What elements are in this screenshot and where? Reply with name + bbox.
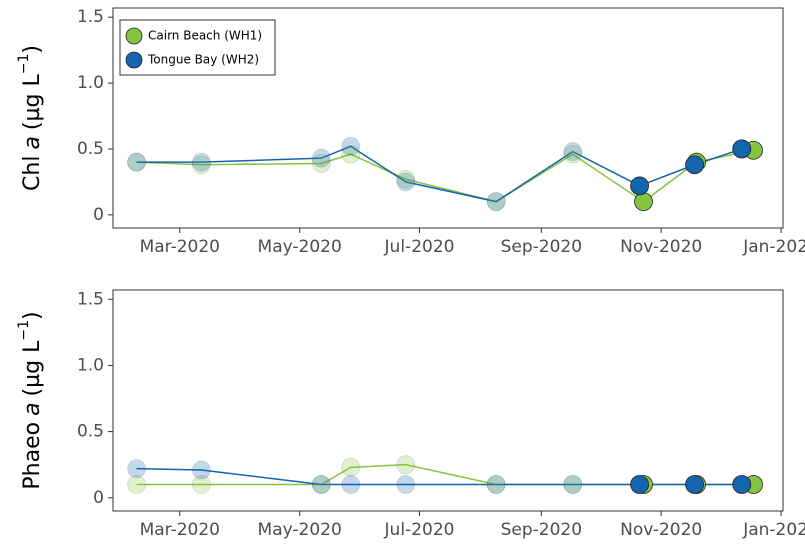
y-tick-label: 1.5 [77, 7, 104, 27]
x-tick-label: Nov-2020 [620, 237, 702, 257]
y-axis-label: Chl a (µg L−1) [16, 45, 45, 191]
label-text: Chl [20, 156, 45, 191]
data-point [732, 475, 752, 494]
x-tick-label: May-2020 [258, 237, 342, 257]
legend-marker [125, 27, 143, 45]
data-point [127, 459, 146, 479]
label-italic: a [20, 136, 45, 149]
y-tick-label: 1.0 [77, 73, 104, 93]
data-point [127, 475, 146, 494]
data-point [563, 144, 583, 164]
series-line [136, 145, 742, 203]
data-point [732, 139, 752, 159]
data-point [396, 169, 416, 189]
x-tick-label: Jan-2021 [742, 520, 805, 540]
x-tick-label: Jul-2020 [384, 237, 455, 257]
data-point [630, 176, 649, 196]
x-tick-label: Sep-2020 [501, 237, 582, 257]
label-italic: a [20, 402, 45, 415]
data-point [192, 460, 211, 480]
legend-label: Cairn Beach (WH1) [148, 29, 262, 43]
data-point [396, 475, 416, 494]
label-unit: (µg L [20, 74, 45, 131]
data-point [563, 142, 583, 161]
y-tick-label: 0 [93, 205, 104, 225]
label-close: ) [20, 311, 45, 320]
x-tick-label: Jul-2020 [384, 520, 455, 540]
y-axis-label: Phaeo a (µg L−1) [16, 311, 45, 489]
label-close: ) [20, 45, 45, 54]
x-tick-label: Mar-2020 [140, 520, 220, 540]
label-sup: −1 [16, 54, 32, 75]
y-tick-label: 1.5 [77, 289, 104, 309]
label-unit: (µg L [20, 340, 45, 397]
x-tick-label: Nov-2020 [620, 520, 702, 540]
data-point [486, 475, 506, 494]
data-point [341, 457, 361, 477]
series-line [136, 467, 742, 486]
data-point [341, 144, 361, 164]
y-tick-label: 0.5 [77, 139, 104, 159]
data-point [685, 155, 704, 175]
data-point [311, 475, 331, 494]
plot [127, 455, 763, 494]
data-point [341, 136, 361, 156]
label-sup: −1 [16, 320, 32, 341]
label-text: Phaeo [20, 422, 45, 490]
data-point [630, 475, 649, 494]
data-point [311, 154, 331, 173]
data-point [127, 152, 146, 172]
y-tick-label: 1.0 [77, 355, 104, 375]
legend-box [119, 19, 276, 76]
data-point [685, 475, 704, 494]
data-point [634, 192, 653, 212]
y-tick-label: 0 [93, 488, 104, 508]
data-point [192, 155, 211, 175]
data-point [311, 148, 331, 168]
legend-marker [125, 51, 143, 69]
x-tick-label: Jan-2021 [742, 237, 805, 257]
data-point [486, 192, 506, 212]
data-point [192, 475, 211, 494]
data-point [396, 455, 416, 475]
data-point [311, 475, 331, 494]
data-point [127, 152, 146, 172]
series-line [136, 149, 754, 203]
x-tick-label: Sep-2020 [501, 520, 582, 540]
y-tick-label: 0.5 [77, 422, 104, 442]
data-point [563, 475, 583, 494]
data-point [486, 475, 506, 494]
data-point [486, 192, 506, 212]
data-point [396, 172, 416, 192]
legend-label: Tongue Bay (WH2) [147, 53, 259, 67]
x-tick-label: Mar-2020 [140, 237, 220, 257]
series-line [136, 463, 754, 486]
data-point [563, 475, 583, 494]
x-tick-label: May-2020 [258, 520, 342, 540]
data-point [341, 475, 361, 494]
data-point [192, 152, 211, 172]
panel-border [112, 289, 784, 512]
panel-border [112, 7, 784, 229]
plot [127, 136, 763, 212]
